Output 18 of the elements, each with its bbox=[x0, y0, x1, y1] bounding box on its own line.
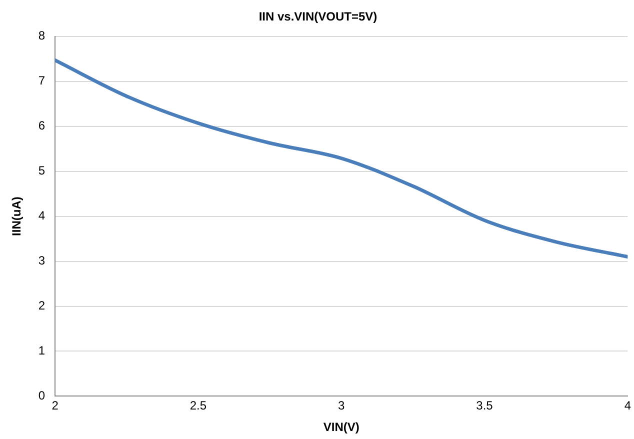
y-tick-label: 3 bbox=[38, 254, 46, 268]
x-tick-label: 4 bbox=[624, 398, 632, 413]
x-axis-title: VIN(V) bbox=[323, 420, 360, 434]
y-tick-label: 1 bbox=[38, 344, 46, 358]
line-series bbox=[55, 58, 628, 259]
y-tick-label: 5 bbox=[38, 164, 46, 178]
y-tick-label: 4 bbox=[38, 208, 46, 223]
x-tick-label: 2 bbox=[52, 398, 59, 413]
y-tick-label: 6 bbox=[38, 118, 46, 133]
chart-title: IIN vs.VIN(VOUT=5V) bbox=[258, 10, 378, 24]
y-tick-label: 8 bbox=[38, 28, 46, 43]
y-tick-label: 0 bbox=[38, 388, 46, 403]
x-tick-label: 3 bbox=[338, 398, 346, 413]
x-tick-label: 3.5 bbox=[476, 398, 494, 413]
y-tick-label: 2 bbox=[38, 298, 46, 313]
x-tick-label: 2.5 bbox=[190, 398, 207, 413]
y-tick-label: 7 bbox=[38, 74, 46, 88]
y-axis-title: IIN(uA) bbox=[10, 196, 24, 236]
